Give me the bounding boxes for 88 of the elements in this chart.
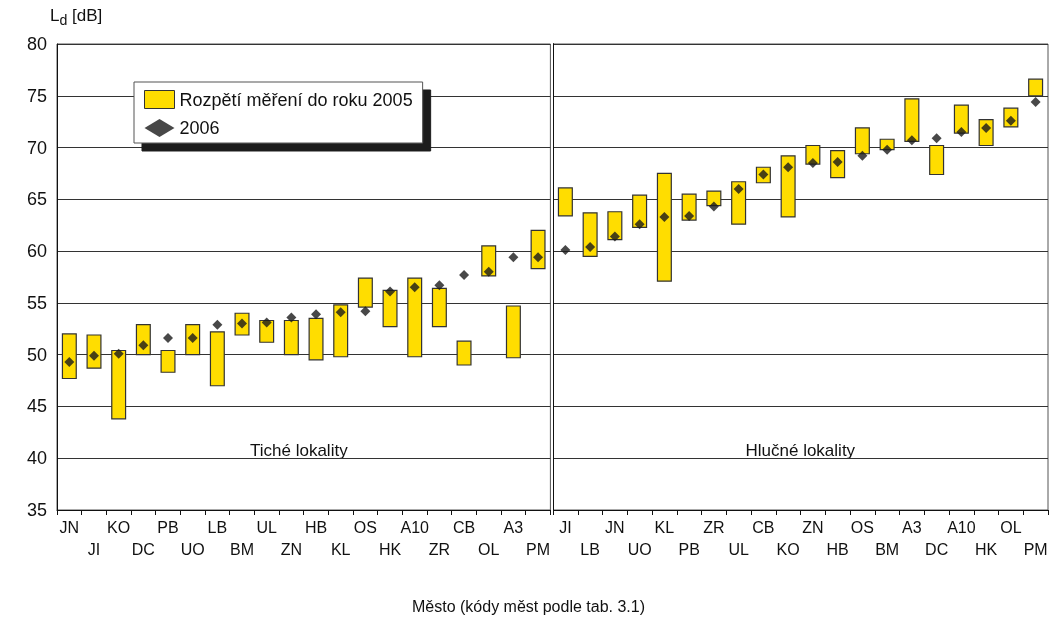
point: [956, 127, 967, 138]
y-tick-label: 45: [26, 396, 47, 417]
x-tick-label: KL: [330, 540, 351, 558]
x-tick-label: LB: [207, 518, 228, 536]
x-tick-label: ZR: [703, 518, 725, 536]
point: [634, 219, 645, 230]
x-tick-label: DC: [925, 540, 949, 558]
legend-label: 2006: [179, 118, 220, 138]
y-tick-label: 65: [26, 189, 47, 210]
x-tick-label: HK: [975, 540, 998, 558]
point: [906, 135, 917, 146]
x-axis-title: Město (kódy měst podle tab. 3.1): [411, 598, 646, 616]
x-tick-label: OS: [353, 518, 377, 536]
y-tick-label: 40: [26, 448, 47, 469]
x-tick-label: KO: [107, 518, 131, 536]
point: [335, 307, 346, 318]
point: [783, 162, 794, 173]
point: [286, 312, 297, 323]
x-tick-label: PM: [526, 540, 551, 558]
x-tick-label: PB: [678, 540, 700, 558]
x-tick-label: ZN: [802, 518, 824, 536]
x-tick-label: JN: [59, 518, 80, 536]
x-tick-label: A3: [503, 518, 524, 536]
x-tick-label: BM: [230, 540, 255, 558]
bar: [953, 104, 969, 134]
x-tick-label: JI: [87, 540, 101, 558]
annotation: Tiché lokality: [250, 441, 349, 460]
x-tick-label: LB: [580, 540, 600, 558]
point: [533, 252, 544, 263]
point: [311, 309, 322, 320]
point: [733, 183, 744, 194]
point: [807, 158, 818, 169]
point: [163, 333, 174, 344]
point: [609, 231, 620, 242]
y-tick-label: 80: [26, 34, 47, 54]
x-tick-label: UL: [256, 518, 278, 536]
x-tick-label: BM: [875, 540, 900, 558]
point: [360, 306, 371, 317]
x-tick-label: OL: [478, 540, 500, 558]
y-tick-label: 60: [26, 241, 47, 262]
point: [483, 266, 494, 277]
x-tick-label: UL: [728, 540, 749, 558]
point: [560, 245, 571, 256]
x-tick-label: JI: [559, 518, 572, 536]
x-tick-label: A3: [902, 518, 922, 536]
point: [385, 286, 396, 297]
x-tick-label: OL: [1000, 518, 1022, 536]
x-tick-label: HB: [826, 540, 849, 558]
x-tick-label: ZR: [428, 540, 451, 558]
x-tick-label: DC: [131, 540, 155, 558]
annotation: Hlučné lokality: [745, 441, 856, 460]
point: [1030, 96, 1041, 107]
point: [931, 133, 942, 144]
point: [857, 150, 868, 161]
y-tick-label: 50: [26, 344, 47, 365]
y-tick-label: 55: [26, 292, 47, 313]
point: [585, 241, 596, 252]
y-axis-title: L$_{d}$ [dB]: [50, 6, 103, 29]
x-tick-label: PB: [157, 518, 179, 536]
point: [434, 280, 445, 291]
y-tick-label: 70: [26, 137, 47, 158]
point: [684, 210, 695, 221]
y-tick-label: 75: [26, 85, 47, 106]
x-tick-label: PM: [1023, 540, 1048, 558]
x-tick-label: UO: [180, 540, 205, 558]
legend-label: Rozpětí měření do roku 2005: [179, 89, 413, 110]
x-tick-label: A10: [947, 518, 976, 536]
x-tick-label: UO: [627, 540, 652, 558]
point: [212, 319, 223, 330]
x-tick-label: CB: [452, 518, 476, 536]
x-tick-label: CB: [752, 518, 775, 536]
point: [113, 348, 124, 359]
x-tick-label: JN: [605, 518, 625, 536]
x-tick-label: KO: [776, 540, 800, 558]
y-tick-label: 35: [26, 500, 47, 520]
point: [708, 201, 719, 212]
point: [508, 252, 519, 263]
point: [64, 356, 75, 367]
point: [409, 282, 420, 293]
x-tick-label: ZN: [280, 540, 303, 558]
x-tick-label: A10: [400, 518, 430, 536]
x-tick-label: OS: [850, 518, 874, 536]
x-tick-label: HK: [378, 540, 402, 558]
x-tick-label: KL: [654, 518, 675, 536]
point: [459, 269, 470, 280]
point: [261, 317, 272, 328]
point: [659, 211, 670, 222]
x-tick-label: HB: [304, 518, 328, 536]
